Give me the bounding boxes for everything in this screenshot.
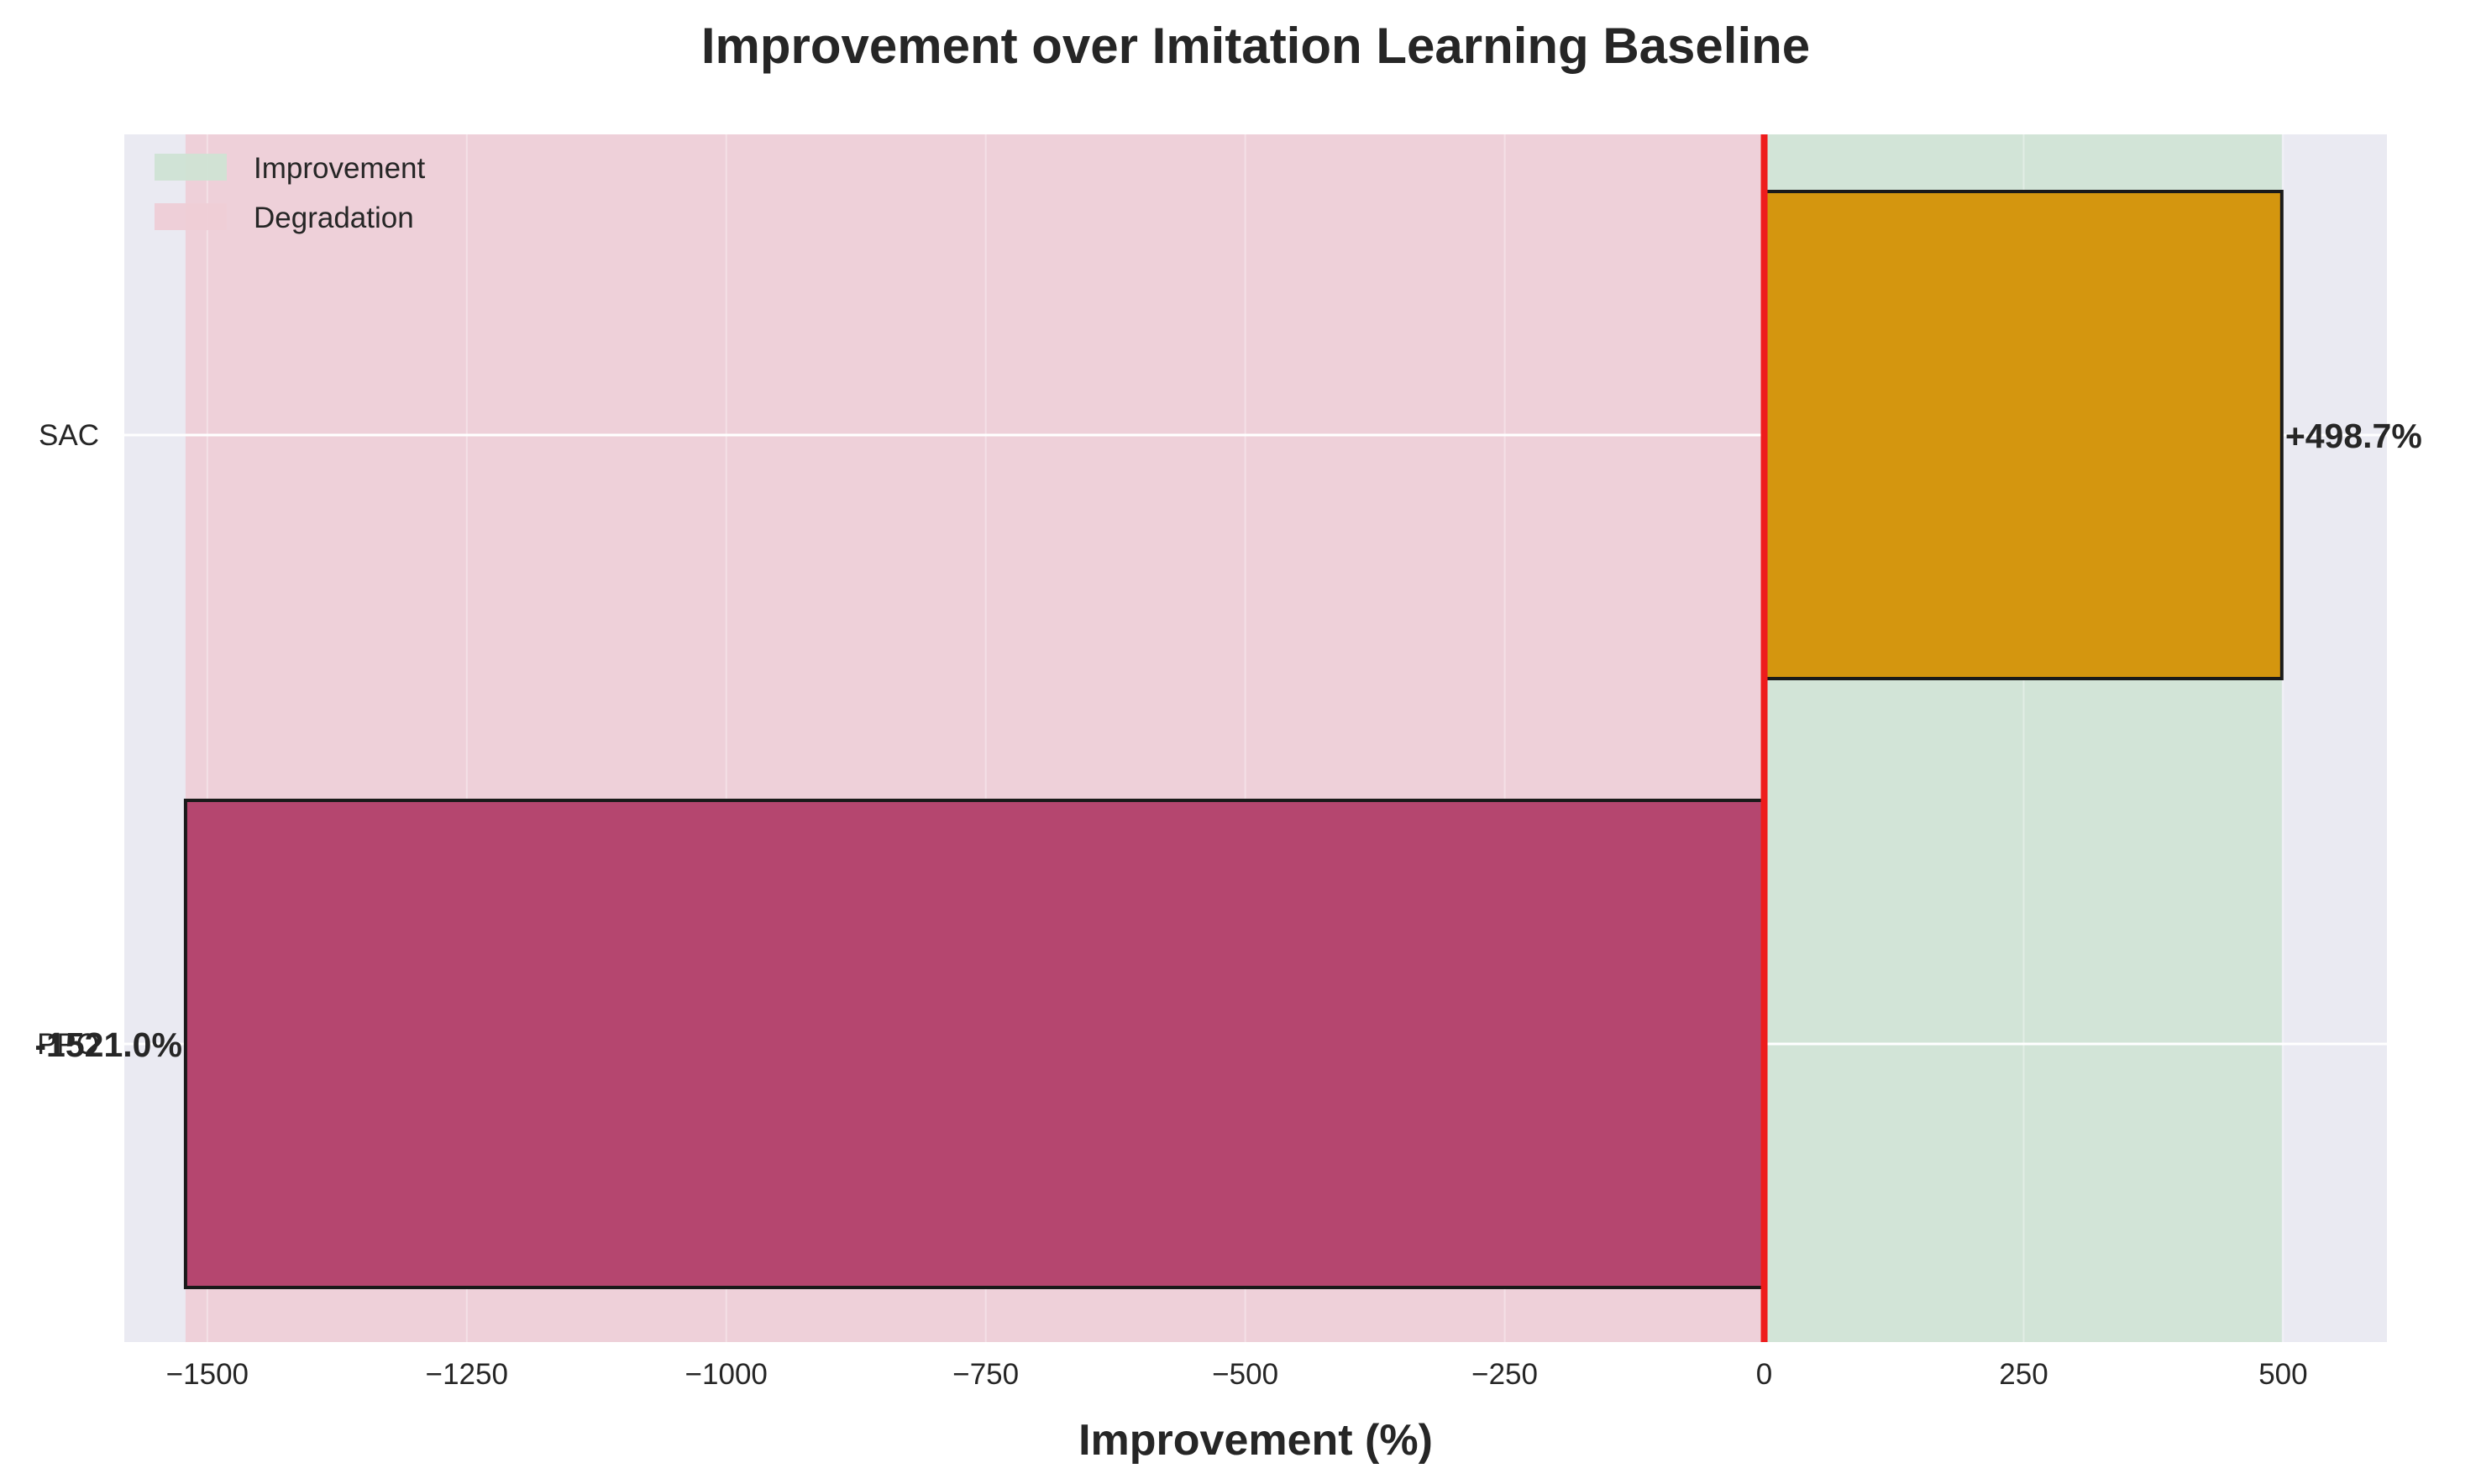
x-tick-label: −500 xyxy=(1212,1358,1278,1391)
bar-ppo xyxy=(183,799,1766,1289)
x-tick-label: 250 xyxy=(1999,1358,2048,1391)
legend: Improvement Degradation xyxy=(155,152,426,234)
y-tick-label-sac: SAC xyxy=(39,419,99,452)
x-tick-label: −1250 xyxy=(426,1358,508,1391)
legend-swatch-improvement xyxy=(155,154,227,181)
x-tick-label: 500 xyxy=(2258,1358,2307,1391)
x-tick-label: −1500 xyxy=(166,1358,249,1391)
x-tick-label: 0 xyxy=(1756,1358,1772,1391)
legend-label-improvement: Improvement xyxy=(254,152,426,185)
bar-value-label: -1521.0% xyxy=(34,1025,182,1064)
legend-swatch-degradation xyxy=(155,203,227,230)
x-tick-label: −250 xyxy=(1471,1358,1538,1391)
x-tick-label: −750 xyxy=(952,1358,1019,1391)
y-tick-label-ppo: PPO xyxy=(37,1028,99,1061)
legend-label-degradation: Degradation xyxy=(254,202,414,234)
bar-value-label: +498.7% xyxy=(2285,417,2422,455)
chart-title: Improvement over Imitation Learning Base… xyxy=(701,18,1810,74)
x-axis-label: Improvement (%) xyxy=(1078,1416,1433,1465)
bar-sac xyxy=(1762,190,2284,680)
x-tick-label: −1000 xyxy=(685,1358,768,1391)
